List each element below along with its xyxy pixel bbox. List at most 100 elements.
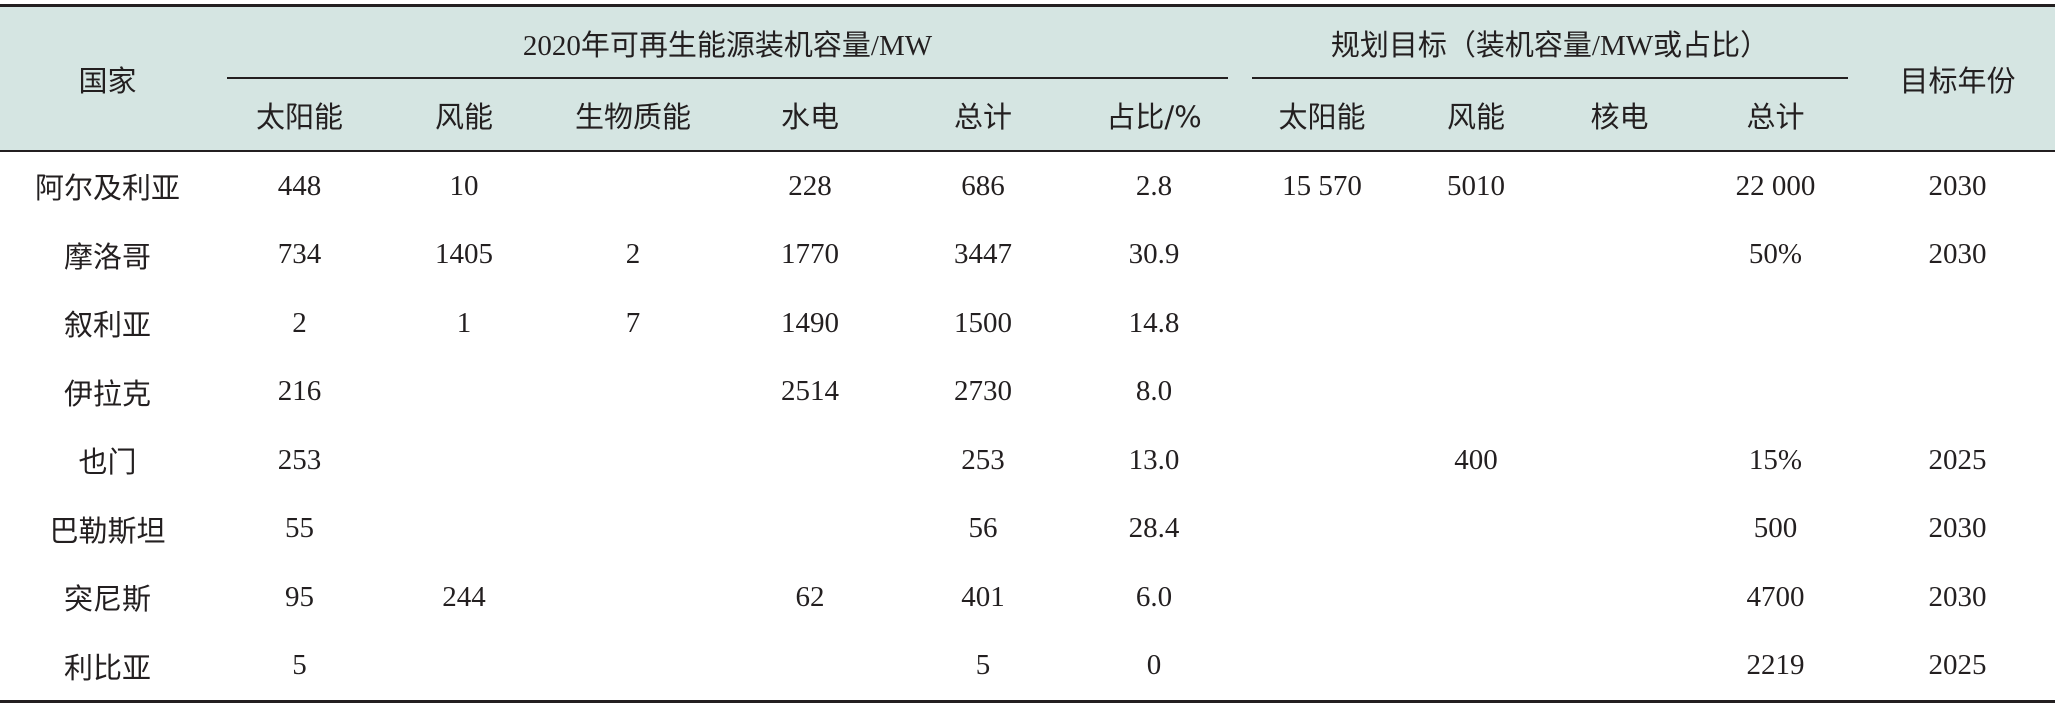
table-row: 摩洛哥 734 1405 2 1770 3447 30.9 50% 2030	[0, 221, 2055, 290]
data-cell: 1490	[781, 306, 839, 339]
country-cell: 摩洛哥	[63, 241, 151, 274]
data-cell: 2030	[1928, 169, 1987, 202]
data-cell: 7	[625, 306, 641, 339]
table-row: 伊拉克 216 2514 2730 8.0	[0, 358, 2055, 427]
table-row: 突尼斯 95 244 62 401 6.0 4700 2030	[0, 563, 2055, 632]
column-header: 总计	[898, 79, 1068, 151]
data-cell: 400	[1454, 443, 1498, 476]
data-cell: 15 570	[1282, 169, 1362, 202]
data-cell	[544, 563, 722, 632]
data-cell: 2.8	[1135, 169, 1173, 202]
data-cell: 95	[285, 580, 314, 613]
data-cell	[1548, 426, 1691, 495]
data-cell	[384, 426, 544, 495]
data-cell	[722, 495, 898, 564]
data-cell: 1	[456, 306, 472, 339]
data-cell	[1404, 289, 1548, 358]
data-cell	[1404, 358, 1548, 427]
data-cell: 2219	[1746, 649, 1805, 682]
column-header: 风能	[1404, 79, 1548, 151]
header-cell: 国家	[0, 5, 215, 151]
data-cell: 8.0	[1135, 375, 1173, 408]
data-cell	[1548, 151, 1691, 221]
data-cell: 2025	[1928, 649, 1987, 682]
country-cell: 叙利亚	[63, 310, 151, 343]
data-cell: 244	[442, 580, 486, 613]
data-cell	[1404, 495, 1548, 564]
data-cell	[1240, 289, 1404, 358]
data-cell	[384, 632, 544, 702]
country-cell: 突尼斯	[63, 584, 151, 617]
table-row: 叙利亚 2 1 7 1490 1500 14.8	[0, 289, 2055, 358]
data-cell: 4700	[1746, 580, 1805, 613]
table-row: 也门 253 253 13.0 400 15% 2025	[0, 426, 2055, 495]
data-cell	[1240, 563, 1404, 632]
table-row: 阿尔及利亚 448 10 228 686 2.8 15 570 5010 22 000 2030	[0, 151, 2055, 221]
data-cell: 22 000	[1735, 169, 1816, 202]
data-cell: 5	[975, 649, 991, 682]
data-cell: 500	[1753, 512, 1798, 545]
data-cell: 13.0	[1128, 443, 1180, 476]
data-cell	[1240, 495, 1404, 564]
data-cell	[1860, 289, 2055, 358]
column-header: 风能	[384, 79, 544, 151]
data-cell: 1500	[954, 306, 1012, 339]
data-cell: 216	[277, 375, 322, 408]
table-row: 巴勒斯坦 55 56 28.4 500 2030	[0, 495, 2055, 564]
data-cell	[1240, 632, 1404, 702]
data-table: 国家 2020年可再生能源装机容量/MW 规划目标（装机容量/MW或占比） 目标…	[0, 4, 2055, 703]
data-cell: 2030	[1928, 238, 1987, 271]
data-cell	[544, 358, 722, 427]
data-cell: 2	[292, 306, 307, 339]
country-cell: 伊拉克	[63, 378, 151, 411]
data-cell: 448	[277, 169, 322, 202]
data-cell: 734	[277, 238, 322, 271]
group-header: 2020年可再生能源装机容量/MW	[215, 5, 1240, 79]
data-cell	[1548, 495, 1691, 564]
data-cell: 14.8	[1128, 306, 1180, 339]
data-cell: 228	[788, 169, 832, 202]
data-cell: 30.9	[1128, 238, 1180, 271]
column-header: 太阳能	[215, 79, 384, 151]
data-cell	[1240, 358, 1404, 427]
data-cell: 253	[961, 443, 1005, 476]
data-cell	[1404, 632, 1548, 702]
header-row: 国家 2020年可再生能源装机容量/MW 规划目标（装机容量/MW或占比） 目标…	[0, 5, 2055, 151]
data-cell	[1548, 221, 1691, 290]
data-cell: 5	[292, 649, 307, 682]
data-cell	[1240, 426, 1404, 495]
column-header: 水电	[722, 79, 898, 151]
data-cell	[384, 358, 544, 427]
data-cell: 28.4	[1128, 512, 1180, 545]
data-cell: 253	[277, 443, 322, 476]
data-cell: 2	[625, 238, 641, 271]
data-cell	[1404, 563, 1548, 632]
data-cell	[1548, 563, 1691, 632]
data-cell: 50%	[1748, 238, 1803, 271]
column-header: 占比/%	[1068, 79, 1240, 151]
data-cell: 62	[795, 580, 825, 613]
table-body: 阿尔及利亚 448 10 228 686 2.8 15 570 5010 22 000 2030 摩…	[0, 151, 2055, 702]
data-cell	[1548, 289, 1691, 358]
data-cell: 686	[961, 169, 1005, 202]
data-cell	[1691, 358, 1860, 427]
data-cell: 3447	[954, 238, 1012, 271]
data-cell: 1405	[435, 238, 493, 271]
data-cell	[1240, 221, 1404, 290]
column-header: 生物质能	[544, 79, 722, 151]
data-cell: 2730	[954, 375, 1012, 408]
column-header: 太阳能	[1240, 79, 1404, 151]
data-cell	[1691, 289, 1860, 358]
data-cell	[544, 495, 722, 564]
data-cell: 6.0	[1135, 580, 1173, 613]
country-cell: 阿尔及利亚	[34, 173, 180, 206]
group-header: 规划目标（装机容量/MW或占比）	[1240, 5, 1861, 79]
data-cell: 55	[285, 512, 314, 545]
data-cell: 5010	[1447, 169, 1505, 202]
data-cell	[544, 632, 722, 702]
data-cell: 1770	[781, 238, 839, 271]
data-cell: 2025	[1928, 443, 1987, 476]
data-cell: 10	[449, 169, 479, 202]
data-cell: 56	[968, 512, 998, 545]
